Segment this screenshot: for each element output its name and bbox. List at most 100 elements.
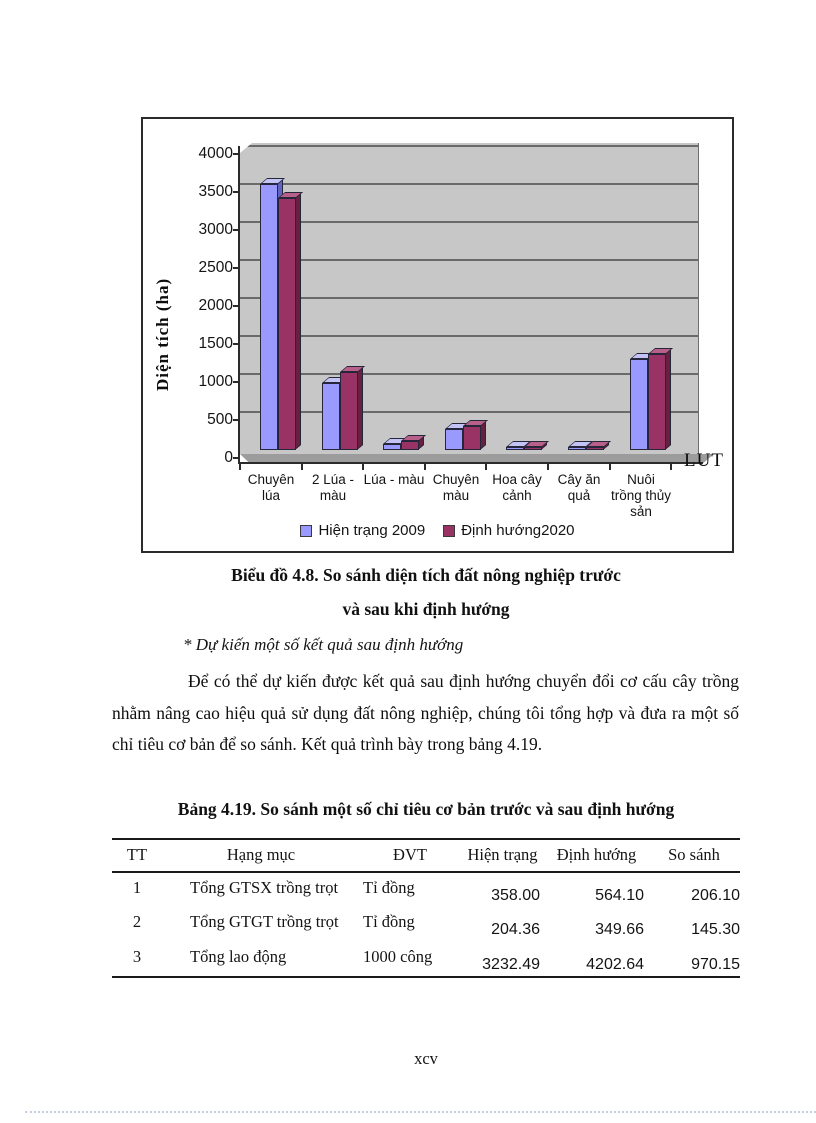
table-row: 2 Tổng GTGT trồng trọt Tỉ đồng 204.36 349.66… <box>112 907 740 942</box>
bar-hien-trang <box>260 178 286 451</box>
table-text-cell: Tổng GTSX trồng trọt <box>190 878 339 897</box>
category-tick <box>485 464 487 470</box>
table-value-cell: 970.15 <box>691 956 740 973</box>
table-value-cell: 4202.64 <box>586 956 644 973</box>
page-bottom-divider <box>25 1111 816 1113</box>
bar-side <box>480 420 486 450</box>
gridline <box>240 145 698 147</box>
bar-dinh-huong <box>463 420 489 450</box>
table-text-cell: 2 <box>132 912 142 931</box>
table-text-cell: Tỉ đồng <box>363 912 415 931</box>
legend-item: Định hướng2020 <box>443 522 575 539</box>
gridline <box>240 259 698 261</box>
bar-hien-trang <box>506 441 532 450</box>
table-header-cell: Hiện trạng <box>467 844 538 864</box>
category-tick <box>609 464 611 470</box>
chart-legend: Hiện trạng 2009 Định hướng2020 <box>143 522 732 539</box>
bar-dinh-huong <box>401 435 427 450</box>
table-value-cell: 206.10 <box>691 887 740 904</box>
bar-front <box>260 184 278 450</box>
table-text-cell: 3 <box>132 947 142 966</box>
table-header-cell: TT <box>126 844 148 864</box>
body-paragraph: Để có thể dự kiến được kết quả sau định … <box>112 671 739 755</box>
x-axis-label: LUT <box>684 450 724 471</box>
chart-caption-line1: Biểu đồ 4.8. So sánh diện tích đất nông … <box>231 565 621 585</box>
table-text-cell: Tỉ đồng <box>363 878 415 897</box>
table-value-cell: 349.66 <box>595 921 644 938</box>
bar-hien-trang <box>445 423 471 450</box>
y-tick-label: 2000 <box>198 297 233 314</box>
gridline <box>240 221 698 223</box>
category-tick <box>362 464 364 470</box>
bar-front <box>340 372 358 450</box>
bar-dinh-huong <box>586 441 612 450</box>
bar-front <box>463 426 481 450</box>
gridline <box>240 183 698 185</box>
table-value-cell: 564.10 <box>595 887 644 904</box>
bar-front <box>383 444 401 450</box>
section-note: * Dự kiến một số kết quả sau định hướng <box>183 635 464 654</box>
legend-swatch-icon <box>443 524 456 537</box>
y-tick-mark <box>233 305 240 307</box>
y-tick-label: 1500 <box>198 335 233 352</box>
table-text-cell: 1000 công <box>363 947 433 966</box>
table-header-cell: ĐVT <box>393 844 427 864</box>
y-tick-mark <box>233 267 240 269</box>
bar-hien-trang <box>630 353 656 450</box>
table-value-cell: 358.00 <box>491 887 540 904</box>
table-value-cell: 145.30 <box>691 921 740 938</box>
chart-figure: Diện tích (ha) 4000 3500 3000 2500 2000 1500 1… <box>141 117 734 553</box>
table-value-cell: 3232.49 <box>482 956 540 973</box>
y-tick-label: 4000 <box>198 145 233 162</box>
table-row: 1 Tổng GTSX trồng trọt Tỉ đồng 358.00 564.10… <box>112 872 740 907</box>
chart-caption-line2: và sau khi định hướng <box>342 599 510 619</box>
table-value-cell: 204.36 <box>491 921 540 938</box>
bar-hien-trang <box>322 377 348 450</box>
plot-floor <box>240 454 714 464</box>
y-tick-mark <box>233 229 240 231</box>
gridline <box>240 335 698 337</box>
bar-front <box>568 447 586 450</box>
y-tick-mark <box>233 381 240 383</box>
table-text-cell: Tổng GTGT trồng trọt <box>190 912 339 931</box>
gridline <box>240 373 698 375</box>
table-text-cell: 1 <box>132 878 142 897</box>
bar-dinh-huong <box>278 192 304 451</box>
y-tick-label: 1000 <box>198 373 233 390</box>
gridline <box>240 411 698 413</box>
y-tick-label: 3500 <box>198 183 233 200</box>
bar-front <box>278 198 296 450</box>
table-header-cell: Hạng mục <box>226 844 296 864</box>
bar-front <box>630 359 648 450</box>
bar-side <box>295 192 301 451</box>
category-label: 2 Lúa - màu <box>311 472 355 503</box>
page-number: xcv <box>414 1049 438 1068</box>
y-tick-label: 2500 <box>198 259 233 276</box>
y-tick-mark <box>233 457 240 459</box>
category-tick <box>547 464 549 470</box>
table-text-cell: Tổng lao động <box>190 947 287 966</box>
table-header-row: TT Hạng mục ĐVT Hiện trạng Định hướng So sánh <box>112 839 740 872</box>
x-axis-line <box>238 462 703 464</box>
bar-dinh-huong <box>524 441 550 450</box>
category-label: Hoa cây cảnh <box>492 472 542 503</box>
y-axis-line <box>238 146 240 464</box>
y-tick-label: 0 <box>224 449 233 466</box>
y-tick-label: 500 <box>207 411 233 428</box>
y-tick-mark <box>233 191 240 193</box>
legend-label: Hiện trạng 2009 <box>318 522 426 539</box>
y-tick-mark <box>233 153 240 155</box>
y-tick-mark <box>233 343 240 345</box>
plot-wall <box>240 143 699 454</box>
table-row: 3 Tổng lao động 1000 công 3232.49 4202.64 970… <box>112 942 740 977</box>
y-tick-label: 3000 <box>198 221 233 238</box>
gridline <box>240 297 698 299</box>
bar-hien-trang <box>383 438 409 450</box>
category-tick <box>670 464 672 470</box>
legend-item: Hiện trạng 2009 <box>300 522 425 539</box>
bar-front <box>648 354 666 450</box>
bar-hien-trang <box>568 441 594 450</box>
category-label: Cây ăn quả <box>557 472 601 503</box>
bar-dinh-huong <box>648 348 674 450</box>
